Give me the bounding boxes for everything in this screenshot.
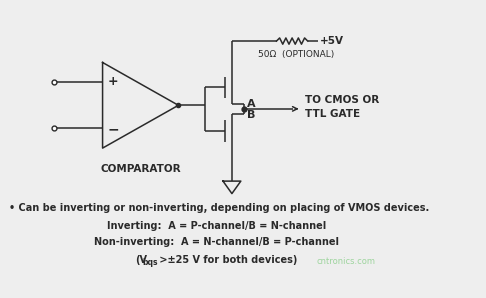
Text: B: B bbox=[247, 110, 256, 120]
Text: −: − bbox=[107, 122, 119, 136]
Text: (V: (V bbox=[136, 255, 148, 265]
Text: A: A bbox=[247, 100, 256, 109]
Text: +5V: +5V bbox=[320, 36, 344, 46]
Text: TO CMOS OR
TTL GATE: TO CMOS OR TTL GATE bbox=[305, 95, 379, 119]
Text: COMPARATOR: COMPARATOR bbox=[100, 164, 181, 174]
Text: 50Ω  (OPTIONAL): 50Ω (OPTIONAL) bbox=[259, 50, 335, 59]
Text: Non-inverting:  A = N-channel/B = P-channel: Non-inverting: A = N-channel/B = P-chann… bbox=[94, 237, 339, 247]
Text: >±25 V for both devices): >±25 V for both devices) bbox=[156, 255, 297, 265]
Text: bqs: bqs bbox=[143, 258, 158, 267]
Text: +: + bbox=[108, 75, 119, 88]
Text: • Can be inverting or non-inverting, depending on placing of VMOS devices.: • Can be inverting or non-inverting, dep… bbox=[9, 204, 429, 213]
Text: cntronics.com: cntronics.com bbox=[317, 257, 376, 266]
Text: Inverting:  A = P-channel/B = N-channel: Inverting: A = P-channel/B = N-channel bbox=[107, 221, 327, 231]
